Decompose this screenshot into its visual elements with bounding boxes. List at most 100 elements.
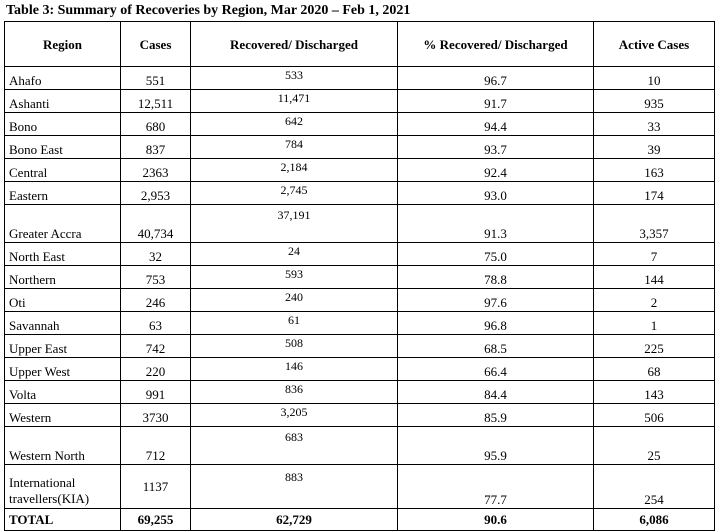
cell-region: Upper East: [4, 334, 121, 358]
cell-cases: 12,511: [120, 89, 191, 113]
cell-pct: 95.9: [397, 426, 594, 465]
table-row: Ahafo 551 533 96.7 10: [4, 66, 715, 90]
total-cases: 69,255: [120, 508, 191, 531]
table-row: Bono East 837 784 93.7 39: [4, 135, 715, 159]
cell-pct: 66.4: [397, 357, 594, 381]
cell-active: 68: [593, 357, 715, 381]
cell-recovered: 593: [190, 265, 398, 289]
cell-cases: 3730: [120, 403, 191, 427]
cell-region: Ahafo: [4, 66, 121, 90]
header-cases: Cases: [120, 21, 191, 67]
table-row: Northern 753 593 78.8 144: [4, 265, 715, 289]
cell-cases: 220: [120, 357, 191, 381]
table-row: International travellers(KIA) 1137 883 7…: [4, 464, 715, 509]
cell-active: 254: [593, 464, 715, 509]
table-row: Oti 246 240 97.6 2: [4, 288, 715, 312]
cell-active: 174: [593, 181, 715, 205]
cell-active: 3,357: [593, 204, 715, 243]
cell-cases: 32: [120, 242, 191, 266]
table-row: Greater Accra 40,734 37,191 91.3 3,357: [4, 204, 715, 243]
cell-recovered: 836: [190, 380, 398, 404]
cell-active: 225: [593, 334, 715, 358]
cell-region: Savannah: [4, 311, 121, 335]
table-row: North East 32 24 75.0 7: [4, 242, 715, 266]
cell-pct: 92.4: [397, 158, 594, 182]
cell-pct: 85.9: [397, 403, 594, 427]
table-row: Upper West 220 146 66.4 68: [4, 357, 715, 381]
cell-region: Volta: [4, 380, 121, 404]
cell-pct: 68.5: [397, 334, 594, 358]
cell-active: 1: [593, 311, 715, 335]
table-row: Bono 680 642 94.4 33: [4, 112, 715, 136]
cell-cases: 680: [120, 112, 191, 136]
cell-active: 935: [593, 89, 715, 113]
header-active: Active Cases: [593, 21, 715, 67]
cell-cases: 2363: [120, 158, 191, 182]
cell-recovered: 11,471: [190, 89, 398, 113]
cell-recovered: 24: [190, 242, 398, 266]
cell-recovered: 2,745: [190, 181, 398, 205]
cell-active: 2: [593, 288, 715, 312]
header-pct-recovered: % Recovered/ Discharged: [397, 21, 594, 67]
cell-cases: 991: [120, 380, 191, 404]
cell-region: Western: [4, 403, 121, 427]
table-row: Volta 991 836 84.4 143: [4, 380, 715, 404]
total-active: 6,086: [593, 508, 715, 531]
cell-recovered: 61: [190, 311, 398, 335]
cell-recovered: 883: [190, 464, 398, 509]
cell-pct: 93.0: [397, 181, 594, 205]
cell-recovered: 784: [190, 135, 398, 159]
cell-region: North East: [4, 242, 121, 266]
cell-pct: 94.4: [397, 112, 594, 136]
cell-recovered: 240: [190, 288, 398, 312]
cell-active: 39: [593, 135, 715, 159]
total-pct: 90.6: [397, 508, 594, 531]
cell-region: Central: [4, 158, 121, 182]
cell-recovered: 508: [190, 334, 398, 358]
table-row: Western 3730 3,205 85.9 506: [4, 403, 715, 427]
cell-cases: 712: [120, 426, 191, 465]
table-row: Upper East 742 508 68.5 225: [4, 334, 715, 358]
cell-pct: 84.4: [397, 380, 594, 404]
cell-cases: 40,734: [120, 204, 191, 243]
cell-region: Oti: [4, 288, 121, 312]
table-row: Western North 712 683 95.9 25: [4, 426, 715, 465]
table-row: Ashanti 12,511 11,471 91.7 935: [4, 89, 715, 113]
header-row: Region Cases Recovered/ Discharged % Rec…: [4, 21, 715, 67]
cell-pct: 91.7: [397, 89, 594, 113]
cell-active: 143: [593, 380, 715, 404]
cell-cases: 837: [120, 135, 191, 159]
cell-recovered: 533: [190, 66, 398, 90]
header-region: Region: [4, 21, 121, 67]
cell-region: Ashanti: [4, 89, 121, 113]
cell-region: Western North: [4, 426, 121, 465]
cell-cases: 246: [120, 288, 191, 312]
cell-pct: 77.7: [397, 464, 594, 509]
cell-region: Eastern: [4, 181, 121, 205]
cell-active: 10: [593, 66, 715, 90]
table-caption: Table 3: Summary of Recoveries by Region…: [6, 3, 411, 18]
table-row: Eastern 2,953 2,745 93.0 174: [4, 181, 715, 205]
cell-region: International travellers(KIA): [4, 464, 121, 509]
cell-active: 25: [593, 426, 715, 465]
cell-cases: 2,953: [120, 181, 191, 205]
cell-pct: 91.3: [397, 204, 594, 243]
cell-pct: 96.7: [397, 66, 594, 90]
cell-recovered: 3,205: [190, 403, 398, 427]
cell-recovered: 642: [190, 112, 398, 136]
cell-region: Bono East: [4, 135, 121, 159]
cell-recovered: 37,191: [190, 204, 398, 243]
cell-recovered: 2,184: [190, 158, 398, 182]
document-page: Table 3: Summary of Recoveries by Region…: [4, 3, 715, 531]
cell-pct: 75.0: [397, 242, 594, 266]
header-recovered: Recovered/ Discharged: [190, 21, 398, 67]
cell-region: Northern: [4, 265, 121, 289]
table-row: Savannah 63 61 96.8 1: [4, 311, 715, 335]
cell-pct: 96.8: [397, 311, 594, 335]
cell-active: 33: [593, 112, 715, 136]
cell-active: 163: [593, 158, 715, 182]
cell-cases: 742: [120, 334, 191, 358]
cell-cases: 551: [120, 66, 191, 90]
cell-recovered: 146: [190, 357, 398, 381]
cell-recovered: 683: [190, 426, 398, 465]
